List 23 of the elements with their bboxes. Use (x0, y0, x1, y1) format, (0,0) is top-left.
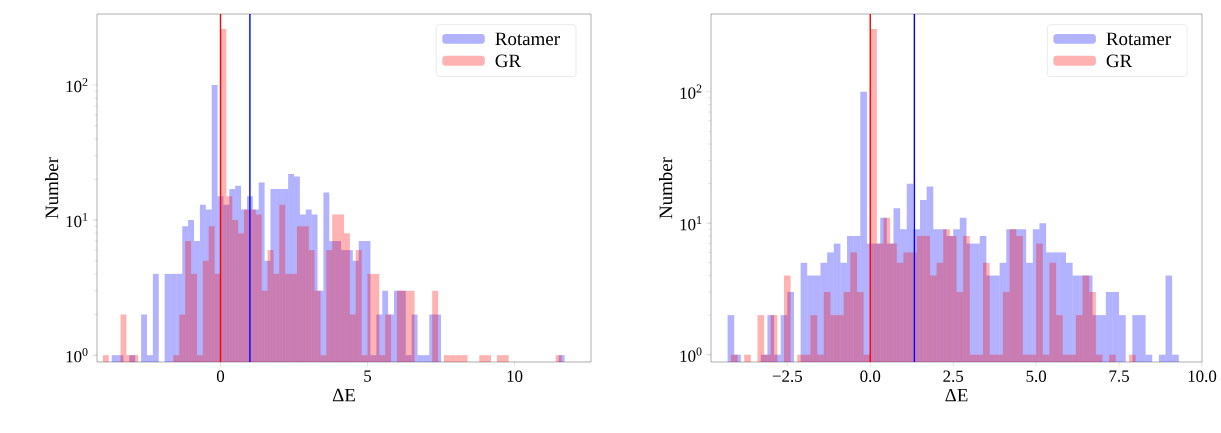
x-tick-label: 0.0 (860, 370, 881, 382)
y-tick-label: 10$^{2}$ (66, 77, 88, 93)
x-tick-label: 7.5 (1109, 370, 1129, 382)
legend-label: Rotamer (1106, 32, 1171, 46)
x-tick-label: 5 (364, 370, 372, 382)
x-tick-label: 10.0 (1188, 370, 1217, 382)
x-tick-label: 0 (216, 370, 225, 382)
x-tick-label: 10 (507, 370, 523, 382)
x-tick-label: 5.0 (1026, 370, 1047, 382)
y-axis-title: Number (658, 157, 673, 219)
x-tick-label: −2.5 (772, 370, 803, 382)
y-tick-label: 10$^{1}$ (680, 216, 702, 231)
legend-label: GR (495, 54, 522, 68)
x-axis-title: ΔE (332, 388, 355, 402)
y-tick-label: 10$^{0}$ (66, 348, 88, 363)
y-tick-label: 10$^{1}$ (66, 213, 88, 228)
x-axis-title: ΔE (945, 388, 968, 402)
legend-label: Rotamer (495, 32, 560, 46)
legend-label: GR (1106, 54, 1133, 68)
y-tick-label: 10$^{2}$ (680, 84, 702, 99)
y-axis-title: Number (44, 157, 59, 219)
y-tick-label: 10$^{0}$ (680, 347, 702, 362)
x-tick-label: 2.5 (943, 370, 964, 382)
